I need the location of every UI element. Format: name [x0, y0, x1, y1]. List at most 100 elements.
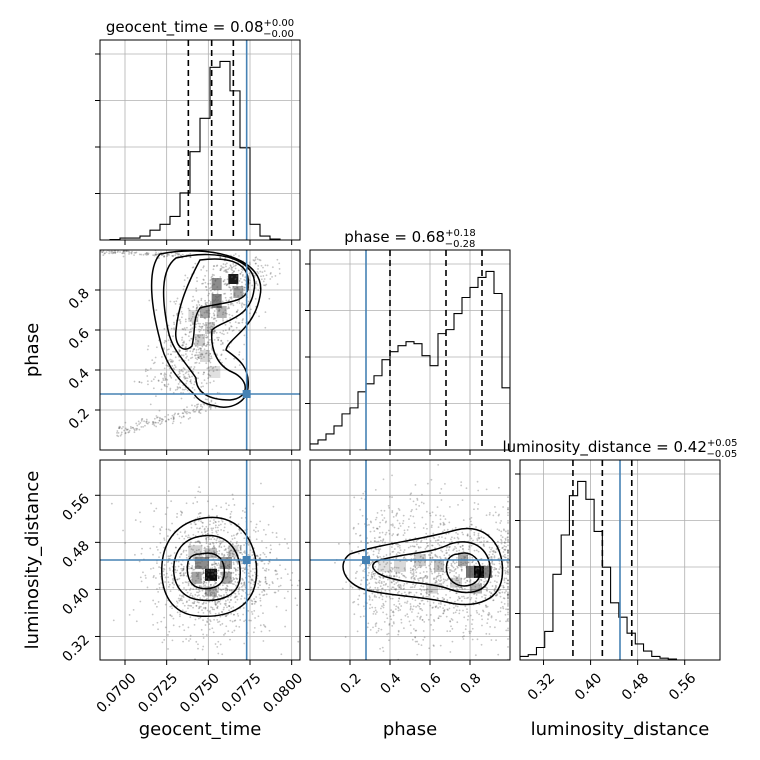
sample-point [128, 251, 131, 254]
sample-point [493, 555, 496, 558]
sample-point [423, 620, 426, 623]
sample-point [230, 572, 233, 574]
sample-point [228, 267, 231, 269]
sample-point [229, 516, 232, 519]
sample-point [197, 617, 200, 620]
sample-point [432, 645, 435, 647]
sample-point [439, 492, 441, 494]
sample-point [458, 612, 461, 615]
sample-point [443, 540, 445, 543]
sample-point [267, 523, 270, 526]
sample-point [233, 596, 236, 599]
sample-point [201, 573, 204, 576]
sample-point [203, 348, 206, 351]
sample-point [199, 565, 202, 568]
sample-point [455, 592, 458, 595]
sample-point [507, 519, 509, 522]
sample-point [369, 628, 372, 631]
sample-point [201, 533, 204, 536]
sample-point [193, 521, 196, 524]
sample-point [390, 566, 393, 569]
sample-point [476, 567, 478, 570]
sample-point [210, 307, 212, 309]
sample-point [497, 575, 500, 577]
sample-point [228, 566, 231, 569]
sample-point [506, 570, 508, 573]
sample-point [491, 550, 494, 553]
sample-point [165, 340, 168, 343]
sample-point [409, 493, 412, 496]
sample-point [215, 539, 218, 542]
sample-point [211, 563, 213, 566]
sample-point [414, 599, 417, 602]
sample-point [202, 582, 205, 585]
sample-point [154, 356, 157, 359]
sample-point [180, 563, 183, 566]
sample-point [168, 630, 171, 633]
sample-point [372, 526, 375, 529]
sample-point [414, 484, 417, 486]
sample-point [495, 618, 497, 621]
sample-point [493, 556, 496, 559]
sample-point [398, 597, 401, 600]
sample-point [138, 381, 141, 384]
sample-point [123, 429, 126, 432]
sample-point [169, 614, 172, 616]
density-cell [200, 306, 210, 318]
sample-point [243, 551, 245, 554]
sample-point [454, 568, 456, 571]
sample-point [139, 511, 141, 514]
sample-point [389, 495, 391, 498]
sample-point [228, 299, 231, 302]
sample-point [232, 553, 235, 556]
sample-point [414, 636, 416, 638]
sample-point [503, 556, 506, 559]
sample-point [189, 638, 192, 640]
sample-point [209, 612, 212, 615]
sample-point [362, 576, 365, 579]
sample-point [391, 524, 394, 527]
sample-point [202, 594, 204, 597]
sample-point [382, 568, 384, 571]
sample-point [226, 576, 228, 578]
sample-point [133, 428, 135, 430]
sample-point [250, 579, 253, 582]
sample-point [236, 560, 239, 563]
sample-point [231, 302, 234, 305]
sample-point [249, 582, 252, 585]
sample-point [400, 592, 403, 595]
sample-point [507, 620, 509, 623]
sample-point [192, 323, 194, 326]
sample-point [262, 266, 264, 269]
sample-point [488, 591, 491, 593]
sample-point [442, 521, 445, 524]
sample-point [202, 571, 205, 573]
sample-point [156, 621, 159, 624]
sample-point [181, 312, 184, 315]
sample-point [186, 581, 188, 584]
panel-luminosity_distance-vs-geocent_time: 0.07000.07250.07500.07750.08000.320.400.… [59, 459, 306, 716]
sample-point [199, 353, 202, 356]
sample-point [276, 283, 279, 286]
sample-point [431, 572, 434, 575]
sample-point [213, 551, 215, 554]
sample-point [224, 589, 227, 592]
title-upper-error: +0.05 [707, 438, 738, 449]
y-tick-label: 0.40 [59, 585, 92, 618]
sample-point [163, 255, 165, 258]
sample-point [451, 640, 454, 643]
sample-point [206, 311, 209, 314]
sample-point [194, 410, 197, 413]
sample-point [255, 596, 258, 598]
sample-point [163, 347, 165, 350]
sample-point [186, 377, 189, 380]
sample-point [180, 306, 183, 309]
sample-point [264, 533, 267, 536]
sample-point [179, 349, 181, 352]
sample-point [355, 532, 357, 535]
sample-point [193, 568, 196, 571]
sample-point [409, 571, 412, 574]
sample-point [179, 320, 182, 323]
sample-point [437, 526, 440, 529]
sample-point [492, 549, 495, 552]
